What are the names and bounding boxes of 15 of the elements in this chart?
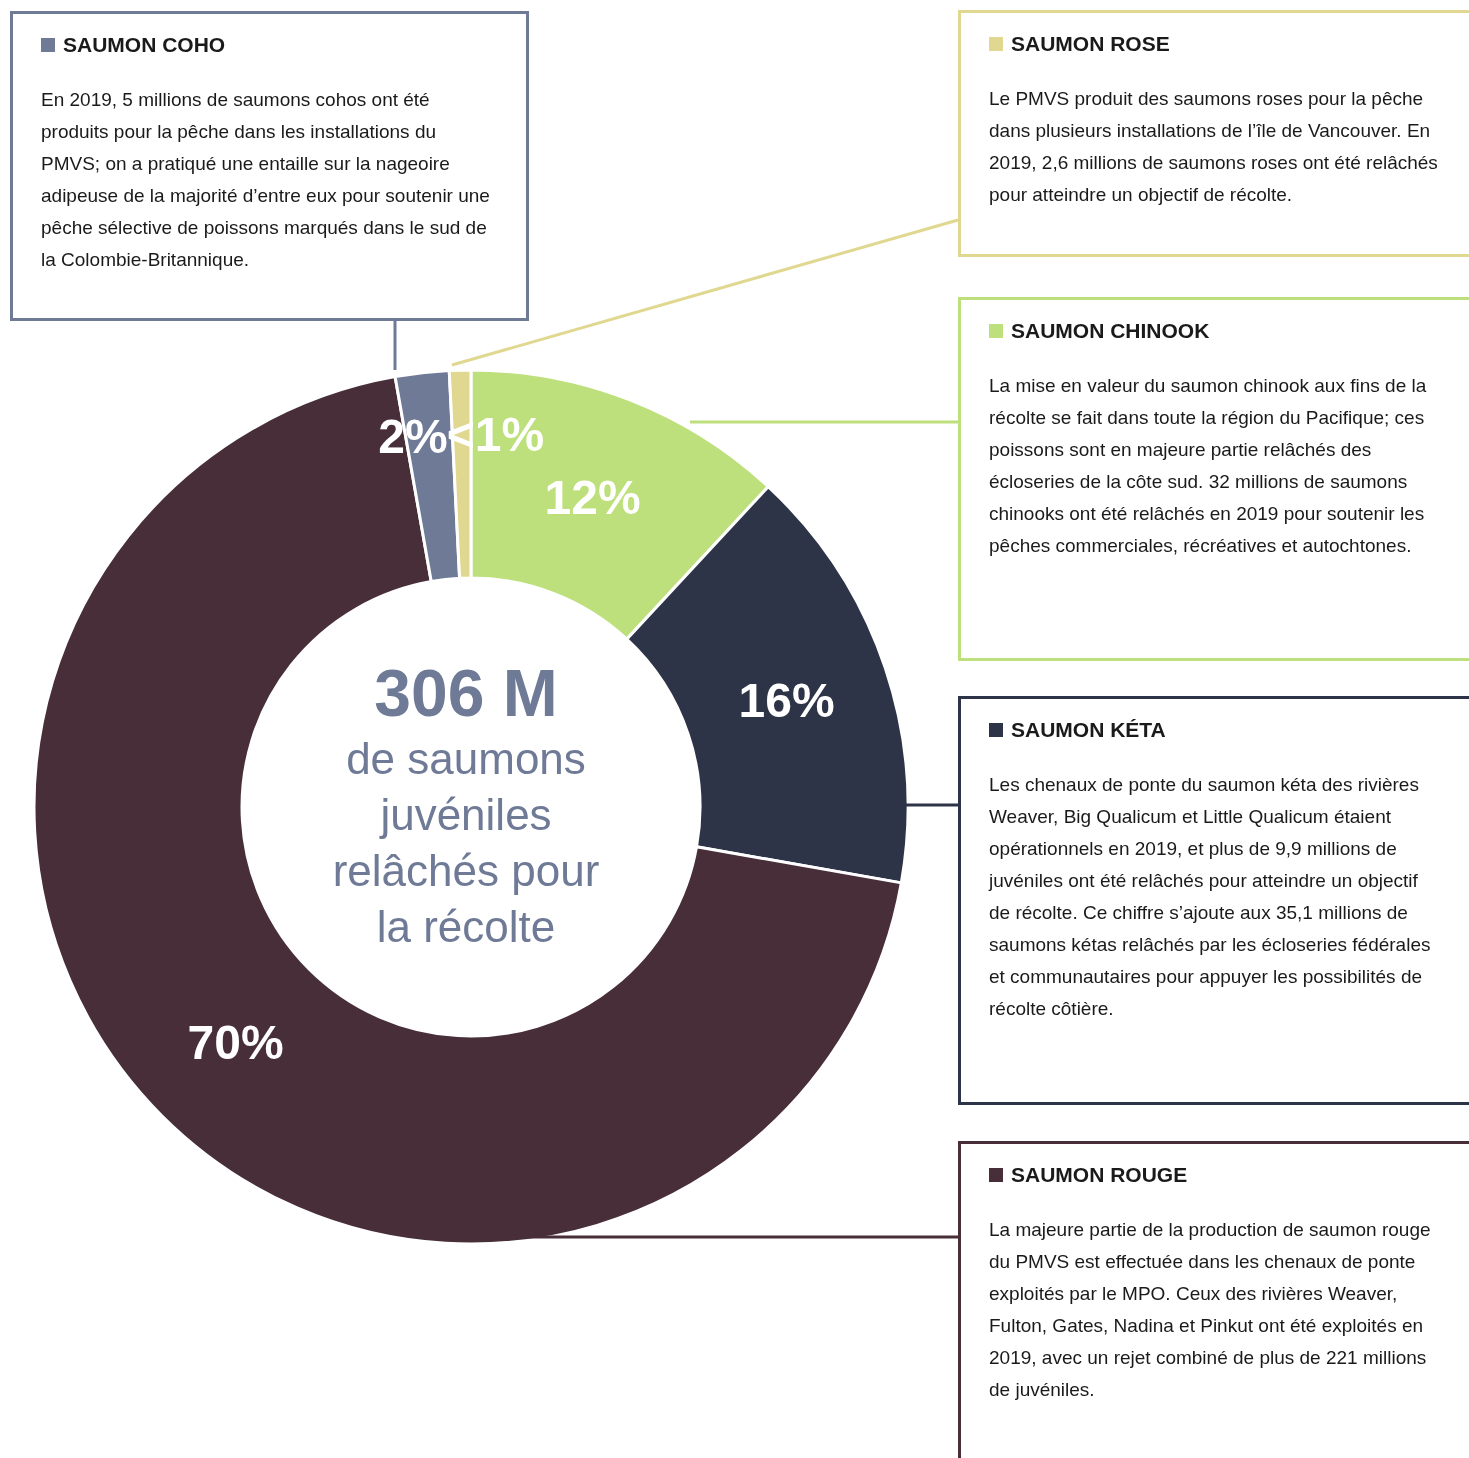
legend-label: SAUMON KÉTA (1011, 717, 1166, 743)
data-label: 16% (738, 674, 835, 728)
text: En 2019, 5 millions de saumons cohos ont été produits pour la pêche dans les installations du PMVS; on a pratiqué une entaille sur la nageoire adipeuse de la majorité d’entre eux pour soutenir une pêche sélective de poissons marqués dans le sud de la Colombie-Britannique. (41, 88, 491, 272)
legend-label: SAUMON CHINOOK (1011, 318, 1210, 344)
text: de saumons juvéniles relâchés pour la récolte (331, 733, 601, 953)
data-label: 12% (544, 470, 641, 524)
text: La majeure partie de la production de saumon rouge du PMVS est effectuée dans les chenaux de ponte exploités par le MPO. Ceux des rivières Weaver, Fulton, Gates, Nadina et Pinkut ont été exploités en 2019, avec un rejet combiné de plus de 221 millions de juvéniles. (989, 1218, 1432, 1402)
text: Les chenaux de ponte du saumon kéta des rivières Weaver, Big Qualicum et Little Qualicum étaient opérationnels en 2019, et plus de 9,9 millions de juvéniles ont été relâchés pour atteindre un objectif de récolte. Ce chiffre s’ajoute aux 35,1 millions de saumons kétas relâchés par les écloseries fédérales et communautaires pour appuyer les possibilités de récolte côtière. (989, 773, 1432, 1021)
legend-label: SAUMON COHO (63, 32, 226, 58)
data-label: 70% (187, 1015, 284, 1069)
text: 306 M (373, 655, 559, 731)
legend-label: SAUMON ROSE (1011, 31, 1170, 57)
legend-label: SAUMON ROUGE (1011, 1162, 1188, 1188)
text: La mise en valeur du saumon chinook aux fins de la récolte se fait dans toute la région du Pacifique; ces poissons sont en majeure partie relâchés des écloseries de la côte sud. 32 millions de saumons chinooks ont été relâchés en 2019 pour soutenir les pêches commerciales, récréatives et autochtones. (989, 374, 1428, 558)
text: Le PMVS produit des saumons roses pour la pêche dans plusieurs installations de l’île de Vancouver. En 2019, 2,6 millions de saumons roses ont été relâchés pour atteindre un objectif de récolte. (989, 87, 1439, 207)
